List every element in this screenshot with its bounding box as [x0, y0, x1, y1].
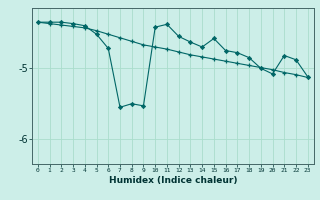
X-axis label: Humidex (Indice chaleur): Humidex (Indice chaleur) — [108, 176, 237, 185]
